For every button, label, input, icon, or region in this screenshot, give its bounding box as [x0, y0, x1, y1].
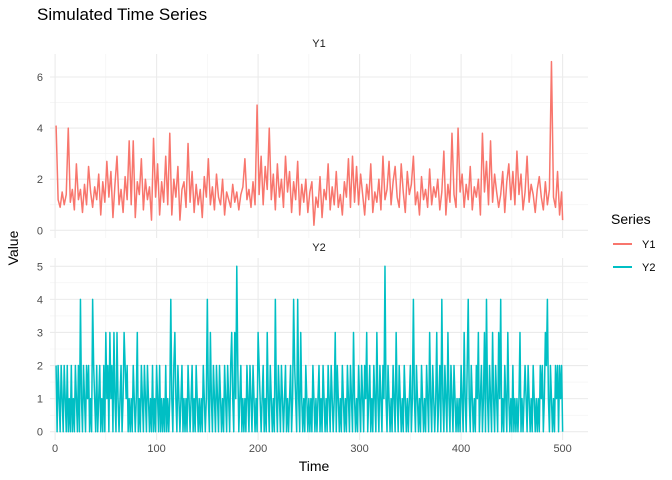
y-tick-label: 5	[37, 261, 43, 273]
y-tick-label: 2	[37, 174, 43, 186]
series-line-y2	[55, 265, 564, 433]
panel-y1: Y1 0 2 4 6	[37, 38, 588, 238]
y-tick-label: 0	[37, 427, 43, 439]
strip-label: Y1	[312, 38, 325, 50]
x-tick-label: 500	[553, 443, 571, 455]
y-tick-label: 3	[37, 327, 43, 339]
y-tick-label: 2	[37, 361, 43, 373]
y-tick-label: 6	[37, 72, 43, 84]
y-tick-label: 4	[37, 123, 43, 135]
panel-y2: Y2 0 1 2 3 4 5	[37, 242, 588, 440]
facet-panels: Y1 0 2 4 6 Y2 0 1 2 3 4 5 0 100 200 300 400 500	[37, 38, 588, 455]
series-line-y1	[55, 60, 564, 226]
y-tick-label: 0	[37, 225, 43, 237]
y-tick-label: 4	[37, 294, 43, 306]
legend-title: Series	[611, 211, 651, 227]
legend: Series Y1 Y2	[611, 211, 655, 274]
legend-label-y2: Y2	[642, 262, 655, 274]
y-tick-label: 1	[37, 394, 43, 406]
x-tick-label: 400	[452, 443, 470, 455]
strip-label: Y2	[312, 242, 325, 254]
x-tick-label: 200	[249, 443, 267, 455]
y-axis-title: Value	[5, 230, 21, 265]
x-tick-label: 300	[350, 443, 368, 455]
legend-label-y1: Y1	[642, 239, 655, 251]
x-axis-title: Time	[299, 458, 330, 474]
x-tick-label: 0	[52, 443, 58, 455]
x-tick-label: 100	[147, 443, 165, 455]
chart-title: Simulated Time Series	[37, 5, 208, 24]
